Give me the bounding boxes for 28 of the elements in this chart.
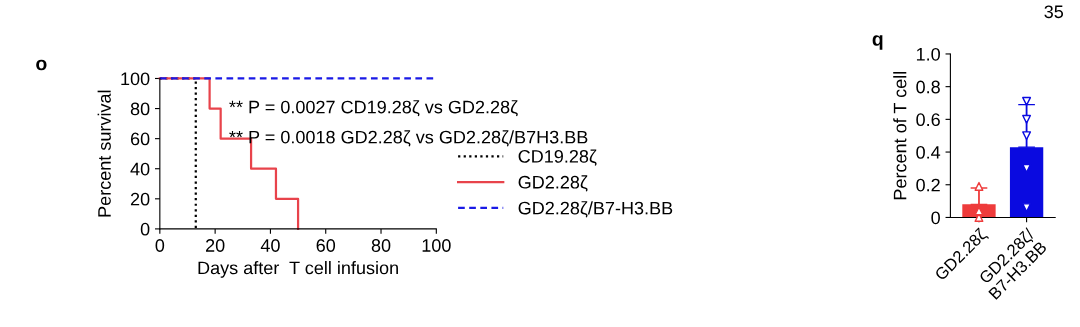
y-tick-label: 0.8 bbox=[916, 80, 940, 94]
x-tick-label: 100 bbox=[422, 239, 451, 252]
y-tick-label: 60 bbox=[130, 132, 150, 146]
y-tick-label: 20 bbox=[130, 192, 150, 206]
y-axis-title: Percent of T cell bbox=[893, 72, 907, 200]
y-tick-label: 80 bbox=[130, 102, 150, 116]
chart-title: o bbox=[36, 59, 47, 71]
x-tick-label: 20 bbox=[206, 239, 225, 252]
x-tick-label: 60 bbox=[316, 239, 336, 252]
y-tick-label: 1.0 bbox=[916, 47, 940, 61]
legend-label: GD2.28ζ/B7-H3.BB bbox=[518, 201, 673, 218]
y-tick-label: 0 bbox=[931, 211, 940, 225]
y-tick-label: 0.2 bbox=[916, 178, 940, 192]
y-tick-label: 40 bbox=[130, 162, 150, 176]
y-axis-title: Percent survival bbox=[97, 90, 111, 217]
y-tick-label: 100 bbox=[121, 72, 150, 86]
x-tick-label: 40 bbox=[260, 239, 280, 252]
x-tick-label: 80 bbox=[371, 239, 391, 252]
legend-label: CD19.28ζ bbox=[518, 149, 597, 166]
y-tick-label: 0.6 bbox=[916, 113, 940, 127]
chart-title: q bbox=[872, 35, 883, 50]
legend-label: GD2.28ζ bbox=[518, 175, 588, 192]
annotation: ** P = 0.0018 GD2.28ζ vs GD2.28ζ/B7H3.BB bbox=[229, 130, 588, 147]
x-tick-label: 0 bbox=[155, 239, 165, 252]
y-tick-label: 0.4 bbox=[916, 145, 941, 159]
text: 35 bbox=[1044, 5, 1064, 19]
x-axis-title: Days after T cell infusion bbox=[198, 261, 398, 278]
annotation: ** P = 0.0027 CD19.28ζ vs GD2.28ζ bbox=[229, 100, 518, 117]
